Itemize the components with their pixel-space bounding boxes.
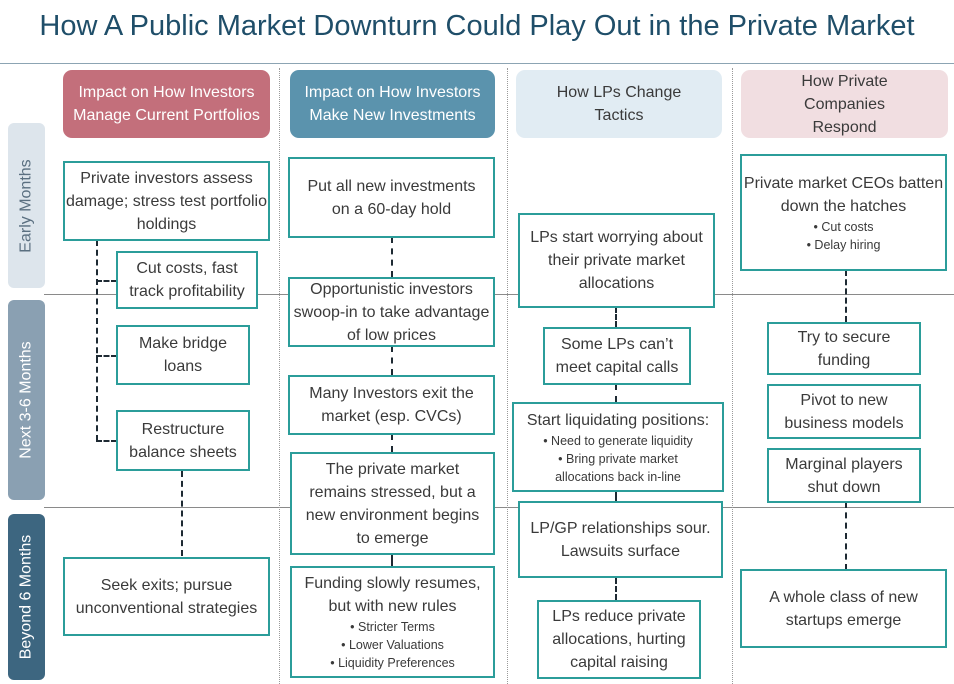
connector [615,307,617,327]
step-opportunistic-investors: Opportunistic investors swoop-in to take… [288,277,495,347]
column-header-companies: How Private Companies Respond [741,70,948,138]
funding-rules-list: Stricter Terms Lower Valuations Liquidit… [330,618,455,672]
connector [96,280,117,282]
batten-down-list: Cut costs Delay hiring [807,218,881,254]
connector [615,491,617,501]
connector [615,384,617,402]
step-batten-down: Private market CEOs batten down the hatc… [740,154,947,271]
connector [391,237,393,277]
column-header-new-investments: Impact on How Investors Make New Investm… [290,70,495,138]
connector [96,440,117,442]
page-title: How A Public Market Downturn Could Play … [39,10,915,42]
bullet-item: Liquidity Preferences [330,654,455,672]
step-60-day-hold: Put all new investments on a 60-day hold [288,157,495,238]
column-divider-3 [732,68,733,684]
connector [845,502,847,570]
step-secure-funding: Try to secure funding [767,322,921,375]
column-divider-1 [279,68,280,684]
column-header-portfolios: Impact on How Investors Manage Current P… [63,70,270,138]
step-cut-costs: Cut costs, fast track profitability [116,251,258,309]
connector [391,554,393,566]
step-seek-exits: Seek exits; pursue unconventional strate… [63,557,270,636]
step-lps-worry: LPs start worrying about their private m… [518,213,715,308]
bullet-item: Need to generate liquidity [514,432,722,450]
bullet-item: Lower Valuations [330,636,455,654]
step-assess-damage: Private investors assess damage; stress … [63,161,270,241]
connector [391,346,393,375]
bullet-item: Delay hiring [807,236,880,254]
row-divider-2 [44,507,954,508]
row-label-text: Early Months [17,158,35,253]
connector [96,355,117,357]
column-divider-2 [507,68,508,684]
step-liquidating-positions: Start liquidating positions: Need to gen… [512,402,724,492]
step-reduce-allocations: LPs reduce private allocations, hurting … [537,600,701,679]
step-liquidating-text: Start liquidating positions: [526,411,710,429]
bullet-item: Bring private market allocations back in… [514,450,722,486]
column-header-lp-tactics: How LPs Change Tactics [516,70,722,138]
title-divider [0,63,954,64]
connector [845,270,847,322]
step-shut-down: Marginal players shut down [767,448,921,503]
step-pivot: Pivot to new business models [767,384,921,439]
row-label-text: Next 3-6 Months [17,341,35,459]
step-capital-calls: Some LPs can’t meet capital calls [543,327,691,385]
bullet-item: Stricter Terms [330,618,455,636]
row-label-next: Next 3-6 Months [8,300,45,500]
step-relationships-sour: LP/GP relationships sour. Lawsuits surfa… [518,501,723,578]
row-label-beyond: Beyond 6 Months [8,514,45,680]
step-funding-resumes: Funding slowly resumes, but with new rul… [290,566,495,678]
step-restructure: Restructure balance sheets [116,410,250,471]
connector [391,434,393,452]
row-divider-1 [44,294,954,295]
step-investors-exit: Many Investors exit the market (esp. CVC… [288,375,495,435]
bullet-item: Cut costs [807,218,881,236]
connector [181,471,183,556]
liquidation-reasons-list: Need to generate liquidity Bring private… [514,432,722,486]
step-new-startups: A whole class of new startups emerge [740,569,947,648]
connector [96,240,98,441]
step-batten-down-text: Private market CEOs batten down the hatc… [743,174,944,215]
row-label-early: Early Months [8,123,45,288]
connector [615,578,617,600]
step-market-stressed: The private market remains stressed, but… [290,452,495,555]
step-funding-resumes-text: Funding slowly resumes, but with new rul… [304,575,481,615]
row-label-text: Beyond 6 Months [17,534,35,660]
step-bridge-loans: Make bridge loans [116,325,250,385]
